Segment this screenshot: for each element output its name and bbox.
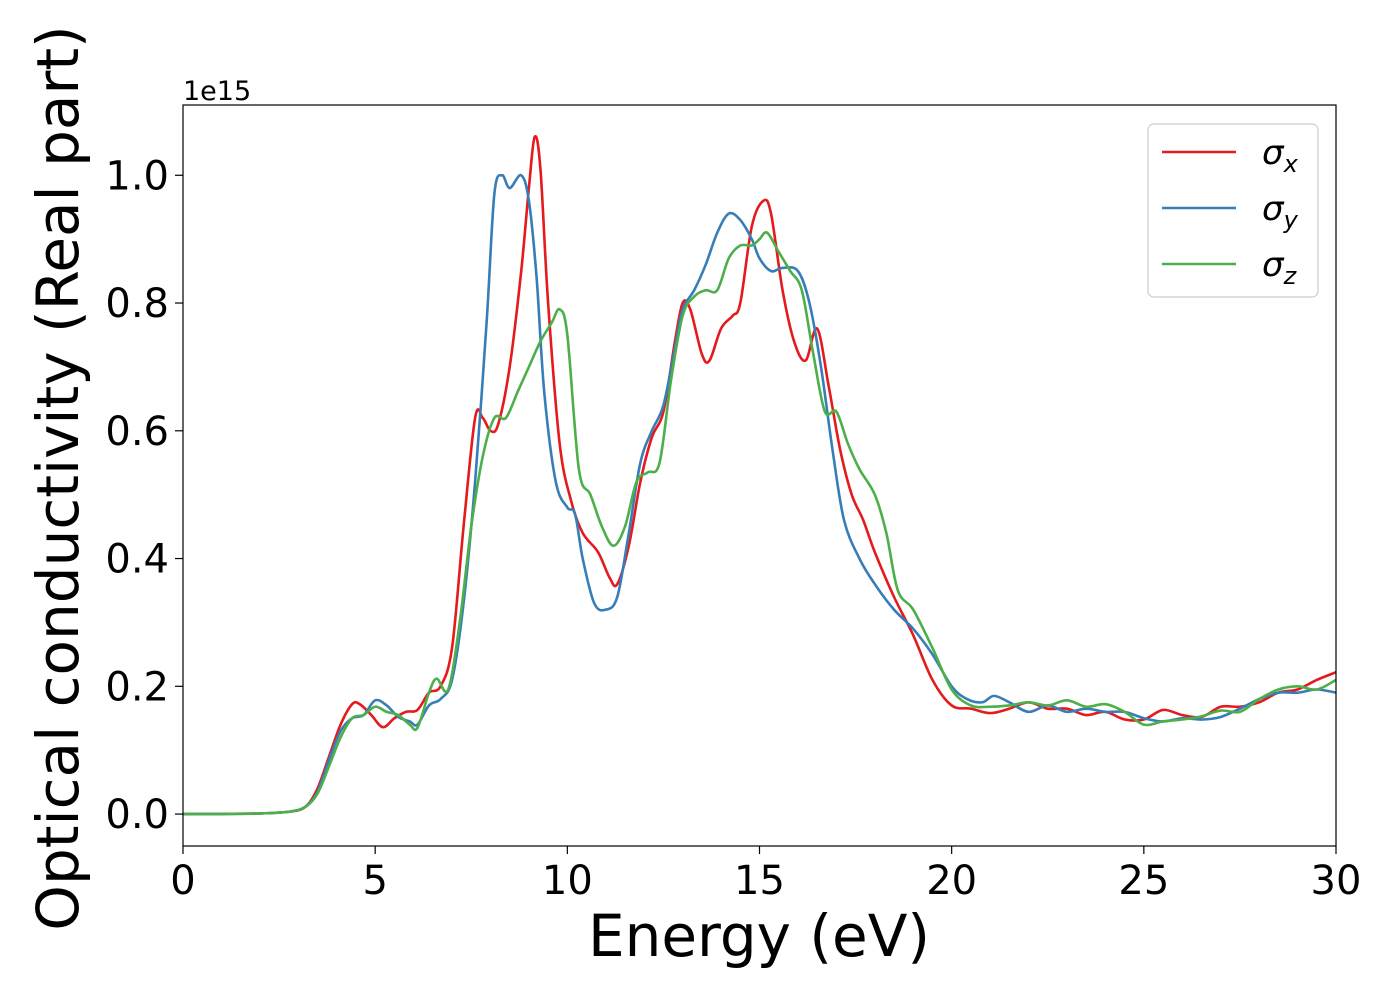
x-axis-ticks: 0 5 10 15 20 25 30 [170, 846, 1361, 904]
legend-label-z: σz [1262, 245, 1298, 290]
legend-label-x: σx [1262, 133, 1299, 178]
x-tick-label: 30 [1311, 858, 1362, 904]
x-tick-label: 20 [926, 858, 977, 904]
series-line-z [183, 231, 1336, 816]
y-tick-label: 0.6 [105, 409, 169, 455]
y-tick-label: 0.4 [105, 537, 169, 583]
y-tick-label: 0.0 [105, 792, 169, 838]
y-axis-title: Optical conductivity (Real part) [24, 25, 92, 930]
x-tick-label: 25 [1118, 858, 1169, 904]
series-line-y [183, 173, 1336, 816]
x-tick-label: 15 [734, 858, 785, 904]
y-tick-label: 0.8 [105, 281, 169, 327]
x-tick-label: 0 [170, 858, 195, 904]
y-tick-label: 1.0 [105, 153, 169, 199]
x-tick-label: 10 [542, 858, 593, 904]
y-offset-label: 1e15 [183, 76, 251, 107]
legend-label-y: σy [1262, 189, 1299, 234]
series-layer [183, 134, 1336, 816]
y-tick-label: 0.2 [105, 664, 169, 710]
legend: σx σy σz [1147, 123, 1319, 298]
legend-frame [1147, 123, 1319, 298]
x-tick-label: 5 [362, 858, 387, 904]
x-axis-title: Energy (eV) [588, 902, 930, 970]
y-axis-ticks: 0.0 0.2 0.4 0.6 0.8 1.0 [105, 153, 183, 838]
